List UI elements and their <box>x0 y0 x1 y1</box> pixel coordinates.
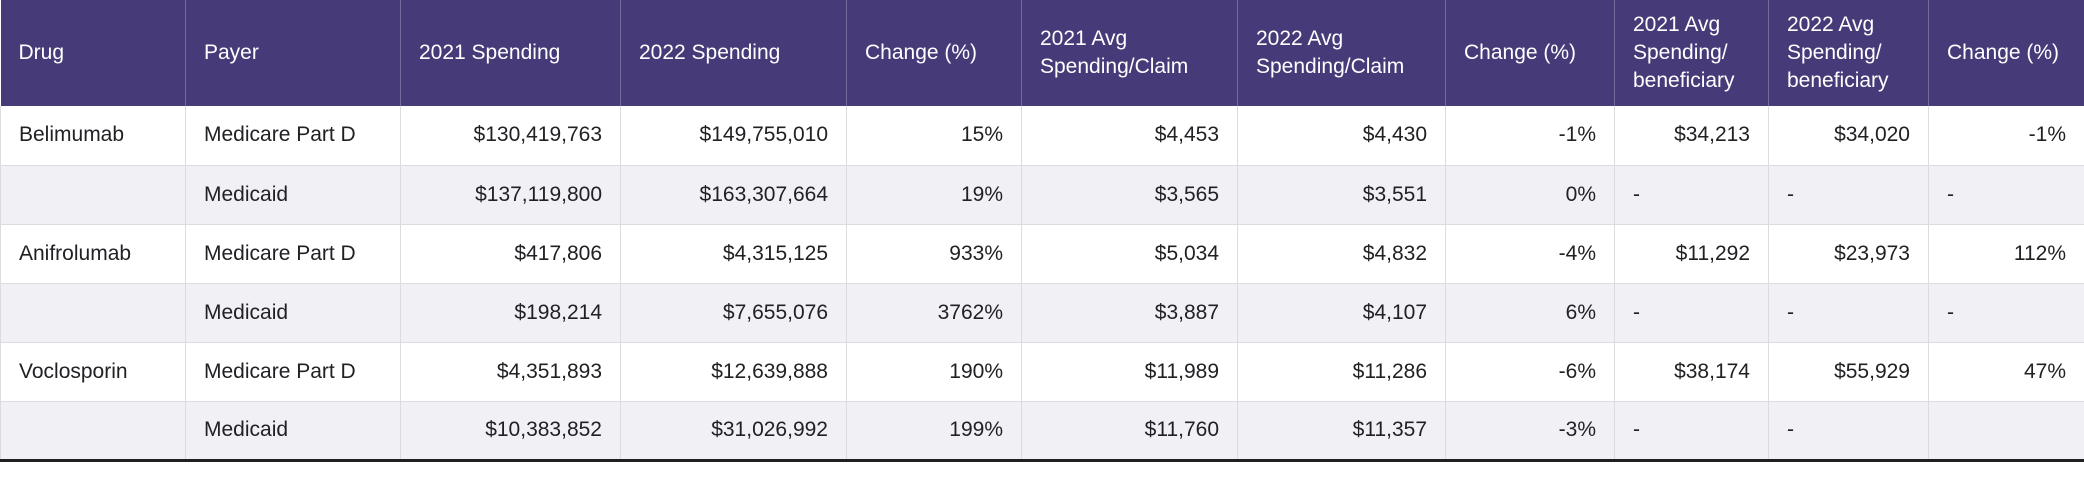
cell-payer: Medicaid <box>185 165 401 225</box>
column-header-spending-change: Change (%) <box>846 0 1022 106</box>
cell-2021-avg-spending-beneficiary: - <box>1614 165 1769 225</box>
column-header-beneficiary-change: Change (%) <box>1928 0 2084 106</box>
cell-drug: Anifrolumab <box>0 224 186 284</box>
column-header-2022-avg-spending-beneficiary: 2022 Avg Spending/ beneficiary <box>1768 0 1929 106</box>
cell-2021-spending: $137,119,800 <box>400 165 621 225</box>
cell-claim-change: -4% <box>1445 224 1615 284</box>
cell-2022-avg-spending-beneficiary: $34,020 <box>1768 106 1929 166</box>
cell-2021-avg-spending-claim: $11,760 <box>1021 401 1238 462</box>
cell-2022-spending: $4,315,125 <box>620 224 847 284</box>
table-row-voclosporin-medicaid: Medicaid $10,383,852 $31,026,992 199% $1… <box>0 401 2084 462</box>
cell-2021-spending: $4,351,893 <box>400 342 621 402</box>
cell-2021-avg-spending-claim: $11,989 <box>1021 342 1238 402</box>
cell-drug <box>0 165 186 225</box>
table-row-belimumab-medicare: Belimumab Medicare Part D $130,419,763 $… <box>0 106 2084 166</box>
cell-2022-avg-spending-claim: $4,107 <box>1237 283 1446 343</box>
cell-2021-avg-spending-beneficiary: - <box>1614 283 1769 343</box>
cell-beneficiary-change: 112% <box>1928 224 2084 284</box>
cell-claim-change: -6% <box>1445 342 1615 402</box>
page: Drug Payer 2021 Spending 2022 Spending C… <box>0 0 2084 462</box>
cell-drug <box>0 283 186 343</box>
cell-2021-spending: $417,806 <box>400 224 621 284</box>
table-row-anifrolumab-medicare: Anifrolumab Medicare Part D $417,806 $4,… <box>0 224 2084 284</box>
column-header-2021-avg-spending-beneficiary: 2021 Avg Spending/ beneficiary <box>1614 0 1769 106</box>
cell-claim-change: -3% <box>1445 401 1615 462</box>
column-header-2021-spending: 2021 Spending <box>400 0 621 106</box>
cell-2021-avg-spending-beneficiary: $11,292 <box>1614 224 1769 284</box>
cell-claim-change: -1% <box>1445 106 1615 166</box>
table-row-anifrolumab-medicaid: Medicaid $198,214 $7,655,076 3762% $3,88… <box>0 283 2084 343</box>
cell-spending-change: 190% <box>846 342 1022 402</box>
table-body: Belimumab Medicare Part D $130,419,763 $… <box>0 106 2084 462</box>
cell-2022-avg-spending-beneficiary: $55,929 <box>1768 342 1929 402</box>
cell-beneficiary-change: 47% <box>1928 342 2084 402</box>
cell-drug <box>0 401 186 462</box>
cell-2021-avg-spending-claim: $5,034 <box>1021 224 1238 284</box>
cell-2021-avg-spending-beneficiary: $34,213 <box>1614 106 1769 166</box>
column-header-2022-spending: 2022 Spending <box>620 0 847 106</box>
cell-drug: Belimumab <box>0 106 186 166</box>
column-header-payer: Payer <box>185 0 401 106</box>
cell-2022-spending: $149,755,010 <box>620 106 847 166</box>
cell-beneficiary-change: -1% <box>1928 106 2084 166</box>
cell-payer: Medicaid <box>185 401 401 462</box>
cell-beneficiary-change: - <box>1928 165 2084 225</box>
cell-payer: Medicare Part D <box>185 106 401 166</box>
cell-2022-spending: $31,026,992 <box>620 401 847 462</box>
cell-spending-change: 3762% <box>846 283 1022 343</box>
cell-2022-avg-spending-claim: $4,832 <box>1237 224 1446 284</box>
cell-2022-avg-spending-beneficiary: $23,973 <box>1768 224 1929 284</box>
cell-2022-spending: $163,307,664 <box>620 165 847 225</box>
cell-2022-spending: $7,655,076 <box>620 283 847 343</box>
cell-spending-change: 19% <box>846 165 1022 225</box>
cell-payer: Medicare Part D <box>185 224 401 284</box>
cell-payer: Medicare Part D <box>185 342 401 402</box>
table-row-belimumab-medicaid: Medicaid $137,119,800 $163,307,664 19% $… <box>0 165 2084 225</box>
cell-2022-avg-spending-beneficiary: - <box>1768 283 1929 343</box>
cell-beneficiary-change <box>1928 401 2084 462</box>
cell-2022-avg-spending-claim: $4,430 <box>1237 106 1446 166</box>
cell-2022-avg-spending-claim: $3,551 <box>1237 165 1446 225</box>
cell-drug: Voclosporin <box>0 342 186 402</box>
cell-claim-change: 6% <box>1445 283 1615 343</box>
cell-2022-spending: $12,639,888 <box>620 342 847 402</box>
drug-spending-table: Drug Payer 2021 Spending 2022 Spending C… <box>0 0 2084 462</box>
cell-payer: Medicaid <box>185 283 401 343</box>
cell-2021-avg-spending-claim: $3,565 <box>1021 165 1238 225</box>
cell-2021-spending: $10,383,852 <box>400 401 621 462</box>
cell-2021-avg-spending-beneficiary: $38,174 <box>1614 342 1769 402</box>
cell-2021-avg-spending-claim: $3,887 <box>1021 283 1238 343</box>
column-header-claim-change: Change (%) <box>1445 0 1615 106</box>
cell-2022-avg-spending-claim: $11,286 <box>1237 342 1446 402</box>
cell-2021-spending: $130,419,763 <box>400 106 621 166</box>
cell-spending-change: 15% <box>846 106 1022 166</box>
cell-spending-change: 933% <box>846 224 1022 284</box>
column-header-drug: Drug <box>0 0 186 106</box>
cell-claim-change: 0% <box>1445 165 1615 225</box>
header-row: Drug Payer 2021 Spending 2022 Spending C… <box>0 0 2084 106</box>
table-header: Drug Payer 2021 Spending 2022 Spending C… <box>0 0 2084 106</box>
cell-spending-change: 199% <box>846 401 1022 462</box>
column-header-2022-avg-spending-claim: 2022 Avg Spending/Claim <box>1237 0 1446 106</box>
column-header-2021-avg-spending-claim: 2021 Avg Spending/Claim <box>1021 0 1238 106</box>
cell-2022-avg-spending-claim: $11,357 <box>1237 401 1446 462</box>
cell-2022-avg-spending-beneficiary: - <box>1768 165 1929 225</box>
cell-2022-avg-spending-beneficiary: - <box>1768 401 1929 462</box>
cell-2021-avg-spending-claim: $4,453 <box>1021 106 1238 166</box>
table-row-voclosporin-medicare: Voclosporin Medicare Part D $4,351,893 $… <box>0 342 2084 402</box>
cell-2021-avg-spending-beneficiary: - <box>1614 401 1769 462</box>
cell-beneficiary-change: - <box>1928 283 2084 343</box>
cell-2021-spending: $198,214 <box>400 283 621 343</box>
